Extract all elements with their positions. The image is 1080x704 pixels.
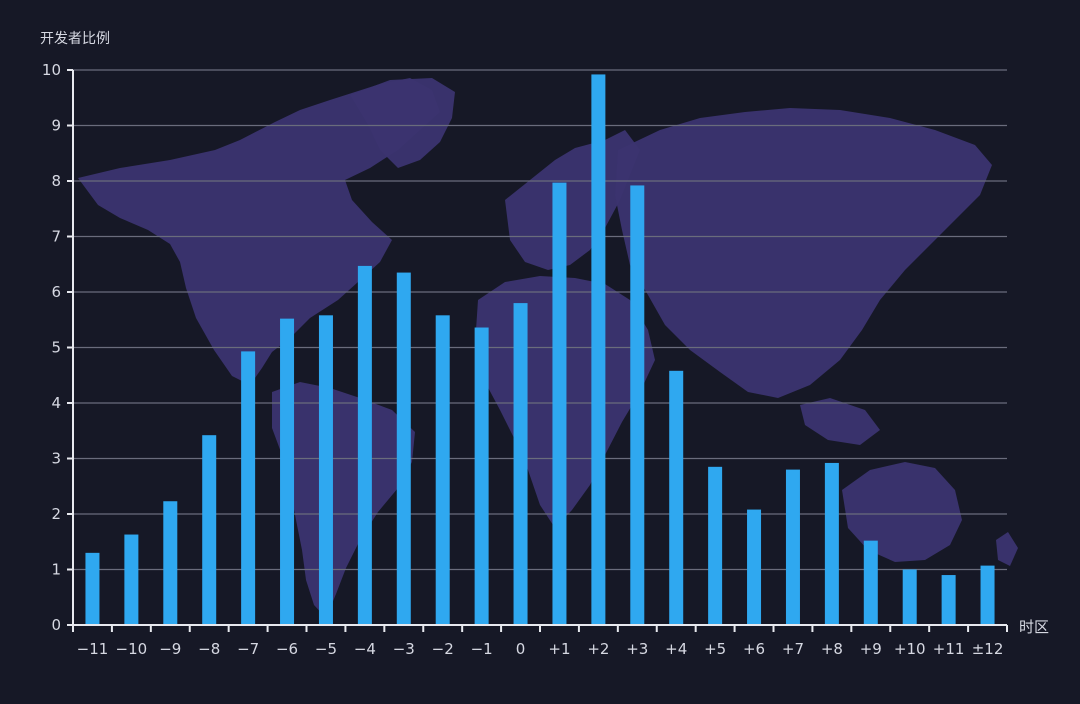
x-tick-label: +11 (933, 640, 965, 658)
new-zealand-shape (996, 532, 1018, 566)
bar[interactable] (163, 501, 178, 625)
bar[interactable] (124, 534, 139, 625)
y-axis-title: 开发者比例 (40, 31, 110, 47)
x-tick-label: +6 (743, 640, 765, 658)
x-tick-label: −8 (198, 640, 220, 658)
y-tick-label: 2 (51, 505, 61, 523)
y-tick-label: 1 (51, 561, 61, 579)
bar[interactable] (85, 552, 100, 625)
bar[interactable] (318, 315, 333, 625)
y-tick-label: 6 (51, 283, 61, 301)
greenland-shape (350, 78, 455, 168)
x-tick-label: +5 (704, 640, 726, 658)
bar[interactable] (280, 318, 295, 625)
y-tick-label: 10 (42, 61, 61, 79)
bar[interactable] (202, 435, 217, 625)
x-tick-label: +4 (665, 640, 687, 658)
grid-lines (73, 69, 1007, 571)
y-tick-label: 9 (51, 117, 61, 135)
y-tick-label: 7 (51, 228, 61, 246)
x-tick-label: ±12 (972, 640, 1004, 658)
x-tick-label: +8 (821, 640, 843, 658)
south-america-shape (272, 382, 415, 618)
x-tick-label: +9 (860, 640, 882, 658)
x-tick-label: −5 (315, 640, 337, 658)
australia-shape (842, 462, 962, 562)
bar[interactable] (863, 540, 878, 625)
bars (85, 74, 995, 626)
bar[interactable] (435, 315, 450, 625)
bar[interactable] (513, 303, 528, 625)
bar[interactable] (669, 370, 684, 625)
bar[interactable] (902, 569, 917, 626)
bar[interactable] (747, 509, 762, 625)
x-tick-label: −1 (471, 640, 493, 658)
x-tick-label: −10 (116, 640, 148, 658)
southeast-asia-shape (800, 398, 880, 445)
x-tick-label: +2 (587, 640, 609, 658)
y-tick-label: 4 (51, 394, 61, 412)
europe-shape (505, 130, 640, 270)
x-tick-label: +7 (782, 640, 804, 658)
bar[interactable] (980, 565, 995, 625)
north-america-shape (78, 78, 440, 385)
x-tick-label: −3 (393, 640, 415, 658)
x-tick-label: +10 (894, 640, 926, 658)
x-tick-label: −2 (432, 640, 454, 658)
bar[interactable] (396, 272, 411, 625)
bar[interactable] (708, 466, 723, 625)
bar[interactable] (552, 182, 567, 626)
bar[interactable] (630, 185, 645, 625)
x-tick-label: +1 (548, 640, 570, 658)
bar[interactable] (591, 74, 606, 625)
x-tick-label: −4 (354, 640, 376, 658)
bar[interactable] (941, 575, 956, 625)
bar[interactable] (474, 327, 489, 625)
bar[interactable] (785, 469, 800, 625)
x-tick-label: −7 (237, 640, 259, 658)
x-tick-label: −6 (276, 640, 298, 658)
x-tick-label: −9 (159, 640, 181, 658)
x-axis-title: 时区 (1019, 618, 1049, 636)
y-tick-label: 3 (51, 450, 61, 468)
y-tick-label: 5 (51, 339, 61, 357)
y-tick-label: 0 (51, 616, 61, 634)
x-tick-label: −11 (77, 640, 109, 658)
x-tick-label: +3 (626, 640, 648, 658)
bar[interactable] (357, 265, 372, 625)
x-tick-label: 0 (516, 640, 526, 658)
bar[interactable] (241, 351, 256, 625)
y-tick-label: 8 (51, 172, 61, 190)
bar[interactable] (824, 462, 839, 625)
asia-shape (615, 108, 992, 398)
